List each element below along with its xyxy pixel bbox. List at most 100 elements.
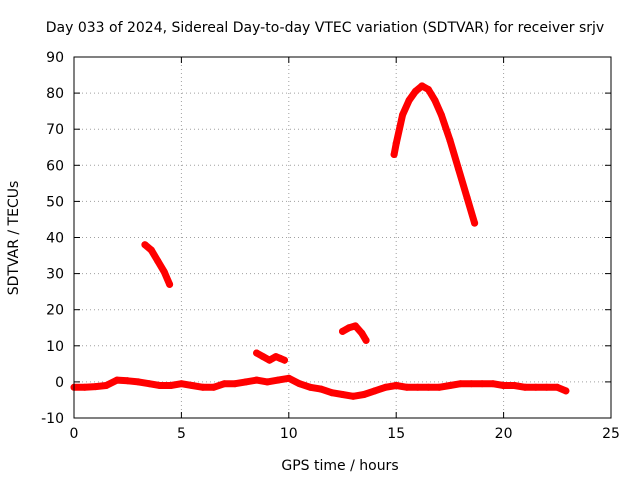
data-point [274,376,282,384]
data-point [478,380,486,388]
data-point [543,383,551,391]
data-point [345,324,353,332]
data-point [92,383,99,391]
data-point [521,383,529,391]
data-point [188,382,196,389]
data-point [141,241,149,249]
data-point [562,387,570,395]
data-point [510,382,518,389]
data-point [399,111,407,119]
data-point [328,389,336,397]
y-tick-label: 50 [46,194,64,210]
y-tick-label: 20 [46,303,64,319]
y-tick-label: 40 [46,231,64,247]
data-point [339,327,346,335]
y-tick-label: -10 [41,411,64,427]
data-point [371,387,379,395]
data-point [199,383,207,391]
data-point [457,380,465,388]
y-tick-label: 0 [55,375,64,391]
data-point [382,383,389,391]
data-point [81,383,89,391]
data-point [392,382,400,389]
data-point [489,380,497,388]
data-point [339,391,346,398]
data-point [467,380,475,388]
series-arc-4 [390,82,479,227]
data-point [253,376,261,384]
data-point [124,377,132,385]
data-point [446,136,454,144]
data-point [263,378,271,386]
data-point [392,140,400,148]
x-tick-label: 10 [280,426,298,442]
data-point [317,385,325,393]
series-line [390,82,479,227]
data-point [259,353,267,361]
data-point [296,380,303,388]
data-point [160,268,168,276]
data-point [358,329,366,337]
series-arc-1 [141,241,174,288]
y-tick-label: 60 [46,158,64,174]
y-axis-label: SDTVAR / TECUs [6,181,22,296]
x-tick-label: 25 [602,426,620,442]
data-point [167,382,175,389]
data-point [424,383,432,391]
data-point [349,392,357,400]
data-point [306,383,314,391]
x-tick-label: 0 [70,426,79,442]
data-point [455,165,462,173]
data-point [463,194,471,202]
data-point [266,356,273,364]
data-point [166,280,174,288]
x-tick-label: 15 [387,426,405,442]
data-point [414,383,422,391]
data-point [403,383,411,391]
data-point [437,111,445,119]
y-tick-label: 10 [46,339,64,355]
grid-lines [74,57,611,418]
data-point [253,349,261,357]
data-point [177,380,185,388]
data-point [446,382,454,389]
y-tick-label: 70 [46,122,64,138]
series-arc-3 [339,322,370,344]
data-point [435,383,443,391]
chart-title: Day 033 of 2024, Sidereal Day-to-day VTE… [46,20,604,36]
y-tick-label: 80 [46,86,64,102]
plot-frame [73,56,612,419]
data-point [412,87,419,95]
data-point [532,383,540,391]
x-tick-label: 20 [495,426,513,442]
data-point [471,219,479,227]
y-tick-label: 90 [46,50,64,66]
data-point [281,356,288,364]
data-point [231,380,239,388]
data-point [418,82,426,90]
data-point [210,383,218,391]
data-point [113,376,121,384]
series-arc-2 [253,349,288,364]
x-tick-label: 5 [177,426,186,442]
data-point [242,378,250,386]
data-point [285,374,293,382]
data-point [134,378,142,386]
data-point [431,96,439,104]
y-tick-label: 30 [46,267,64,283]
data-point [405,96,413,104]
series-baseline [70,374,570,400]
data-point [154,257,162,265]
data-point [424,86,432,93]
data-point [102,382,110,389]
data-point [362,336,370,344]
x-axis-label: GPS time / hours [281,458,398,474]
data-point [390,151,398,158]
data-point [156,382,164,389]
data-point [147,246,155,254]
data-point [500,382,508,389]
data-point [145,380,153,388]
data-point [351,322,359,330]
data-point [360,391,368,398]
